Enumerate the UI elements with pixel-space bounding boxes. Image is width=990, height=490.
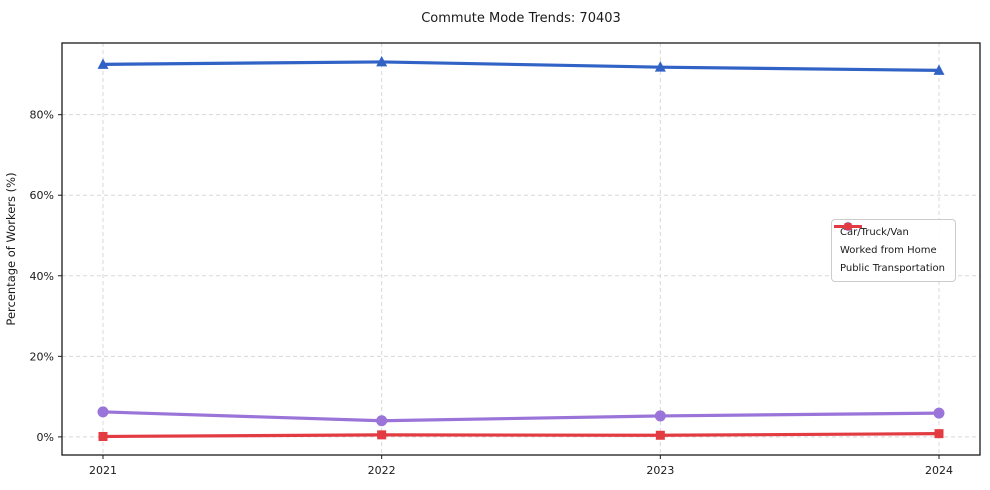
y-tick-label: 0% [37, 431, 54, 444]
series-line-public-transportation [101, 432, 941, 439]
y-tick-label: 60% [30, 189, 54, 202]
data-point-public-transportation [655, 430, 665, 440]
series-line-car-truck-van [101, 60, 941, 72]
data-point-public-transportation [377, 430, 387, 440]
data-point-car-truck-van [654, 61, 666, 72]
y-axis-label: Percentage of Workers (%) [4, 172, 18, 325]
data-point-car-truck-van [376, 55, 388, 67]
data-point-worked-from-home [933, 407, 945, 419]
x-tick-label: 2023 [646, 464, 674, 477]
data-point-public-transportation [934, 429, 944, 439]
data-point-worked-from-home [654, 410, 666, 422]
series-line-worked-from-home [101, 410, 941, 423]
y-tick-label: 40% [30, 270, 54, 283]
data-point-car-truck-van [933, 64, 945, 75]
legend-label: Public Transportation [840, 263, 945, 274]
x-tick-label: 2021 [89, 464, 117, 477]
data-point-public-transportation [98, 431, 108, 441]
plot-border [61, 42, 981, 456]
legend-label: Worked from Home [840, 245, 937, 256]
data-point-car-truck-van [97, 58, 109, 69]
legend-label: Car/Truck/Van [840, 227, 909, 238]
legend-item: Public Transportation [834, 223, 945, 275]
x-tick-label: 2022 [368, 464, 396, 477]
legend-marker-square-icon [834, 223, 862, 230]
data-point-worked-from-home [97, 406, 109, 418]
data-point-worked-from-home [376, 415, 388, 427]
y-tick-label: 80% [30, 109, 54, 122]
chart-title: Commute Mode Trends: 70403 [421, 11, 621, 26]
y-tick-label: 20% [30, 350, 54, 363]
legend-swatch-marker [844, 223, 852, 230]
x-tick-label: 2024 [925, 464, 953, 477]
legend: Car/Truck/Van Worked from Home Public Tr… [831, 219, 956, 282]
plot-layer: 0% 20% 40% 60% 80% 2021 2022 2023 2024 [30, 42, 981, 477]
legend-item: Worked from Home [834, 222, 945, 257]
